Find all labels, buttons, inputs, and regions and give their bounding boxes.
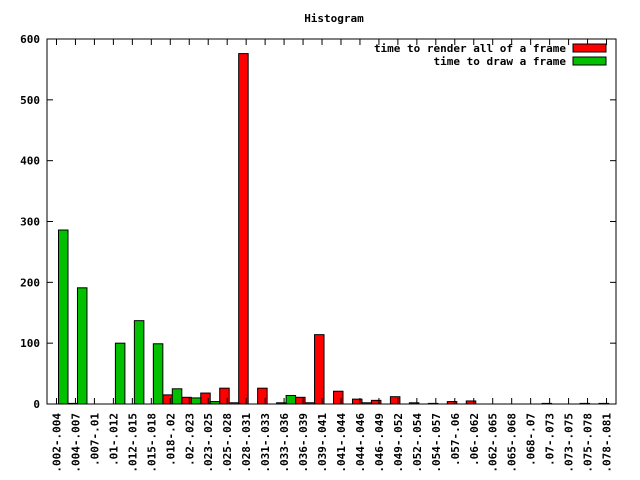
bar-series-1-.023-.025 [200,392,211,405]
y-tick-label-0: 0 [33,398,40,411]
x-tick-label-.052-.054: .052-.054 [411,413,424,473]
x-tick-label-.041-.044: .041-.044 [335,413,348,473]
bar-series-1-.046-.049 [370,399,382,405]
x-tick-label-.004-.007: .004-.007 [69,413,82,473]
bar-series-2-.02-.023 [190,397,202,405]
x-tick-label-.049-.052: .049-.052 [392,413,405,473]
x-tick-label-.002-.004: .002-.004 [50,413,63,473]
x-tick-label-.025-.028: .025-.028 [221,413,234,473]
y-tick-label-200: 200 [20,276,40,289]
bar-series-2-.033-.036 [285,394,297,405]
bar-series-2-.012-.015 [133,320,145,405]
plot-frame [46,38,617,405]
y-tick-label-600: 600 [20,33,40,46]
x-tick-label-.046-.049: .046-.049 [373,413,386,473]
x-tick-label-.057-.06: .057-.06 [449,413,462,466]
x-tick-label-.012-.015: .012-.015 [126,413,139,473]
bar-series-2-.015-.018 [152,343,164,405]
bar-series-1-.02-.023 [181,396,192,405]
x-tick-label-.065-.068: .065-.068 [506,413,519,473]
x-tick-label-.039-.041: .039-.041 [316,413,329,473]
x-tick-label-.01-.012: .01-.012 [107,413,120,466]
y-tick-label-100: 100 [20,337,40,350]
x-tick-label-.044-.046: .044-.046 [354,413,367,473]
bar-series-1-.031-.033 [257,387,268,405]
x-tick-label-.06-.062: .06-.062 [468,413,481,466]
x-tick-label-.033-.036: .033-.036 [278,413,291,473]
legend-label-series-1: time to render all of a frame [374,42,566,55]
x-tick-label-.075-.078: .075-.078 [582,413,595,473]
legend-swatch-series-1 [572,43,607,53]
bar-series-2-.004-.007 [76,287,88,405]
bar-series-1-.041-.044 [333,390,344,405]
x-tick-label-.031-.033: .031-.033 [259,413,272,473]
x-tick-label-.078-.081: .078-.081 [601,413,614,473]
y-tick-label-400: 400 [20,155,40,168]
x-tick-label-.018-.02: .018-.02 [164,413,177,466]
bar-series-2-.002-.004 [58,229,69,405]
x-tick-label-.068-.07: .068-.07 [525,413,538,466]
bar-series-1-.049-.052 [389,396,401,405]
bar-series-1-.036-.039 [295,396,306,405]
bar-series-1-.039-.041 [314,334,325,405]
x-tick-label-.015-.018: .015-.018 [145,413,158,473]
x-tick-label-.07-.073: .07-.073 [544,413,557,466]
x-tick-label-.054-.057: .054-.057 [430,413,443,473]
bar-series-1-.018-.02 [162,394,173,405]
y-tick-label-300: 300 [20,216,40,229]
legend-swatch-series-2 [572,56,607,66]
x-tick-label-.036-.039: .036-.039 [297,413,310,473]
bar-series-1-.044-.046 [351,398,363,405]
x-tick-label-.02-.023: .02-.023 [183,413,196,466]
x-tick-label-.028-.031: .028-.031 [240,413,253,473]
chart-title: Histogram [304,12,364,25]
plot-area: 0 100 200 300 400 500 600 .002-.004 .004-.007 .00… [20,33,617,473]
x-tick-label-.073-.075: .073-.075 [563,413,576,473]
y-tick-label-500: 500 [20,94,40,107]
bar-series-2-.018-.02 [171,388,183,405]
x-tick-label-.023-.025: .023-.025 [202,413,215,473]
bar-series-2-.01-.012 [114,342,126,405]
bar-series-1-.028-.031 [238,53,249,405]
legend-label-series-2: time to draw a frame [434,55,567,68]
bar-series-1-.025-.028 [219,387,230,405]
x-tick-label-.062-.065: .062-.065 [487,413,500,473]
x-tick-label-.007-.01: .007-.01 [88,413,101,466]
